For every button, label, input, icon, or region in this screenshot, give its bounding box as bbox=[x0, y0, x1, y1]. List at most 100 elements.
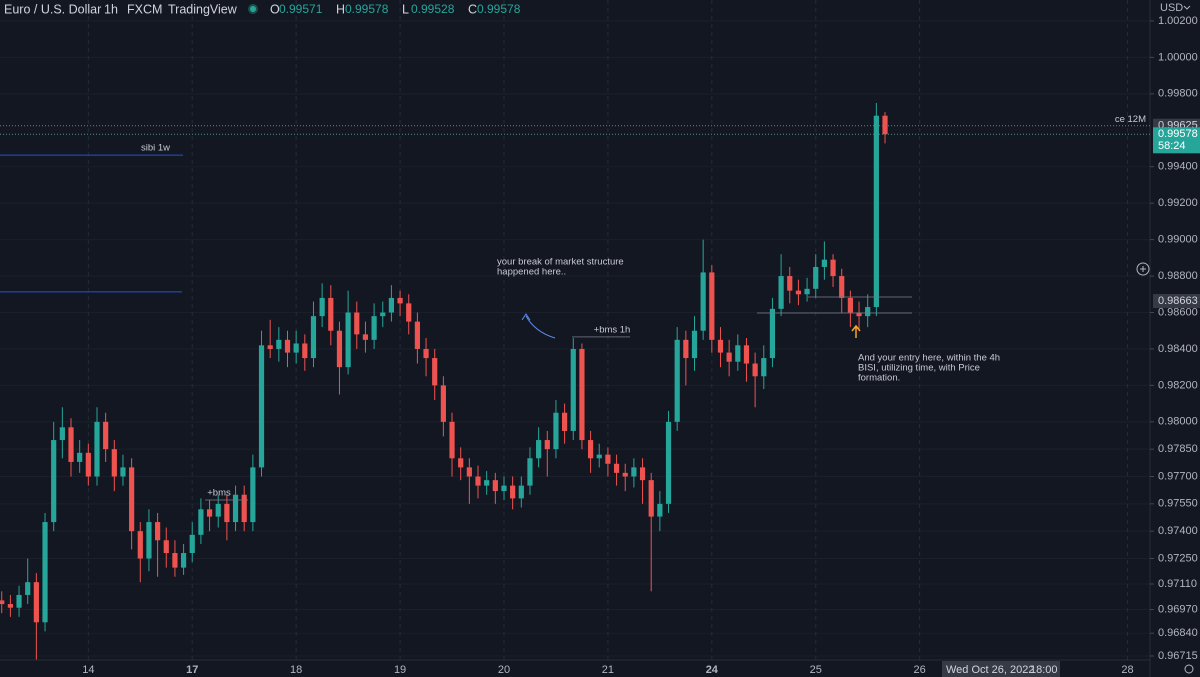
ohlc-value: 0.99578 bbox=[345, 2, 389, 16]
candle-body bbox=[527, 458, 533, 486]
candle-body bbox=[137, 531, 143, 559]
y-tick-label: 1.00000 bbox=[1158, 51, 1198, 63]
candle-body bbox=[813, 266, 819, 289]
candle-body bbox=[120, 467, 126, 477]
candle-body bbox=[180, 553, 187, 568]
candle-body bbox=[319, 297, 325, 317]
candle-body bbox=[0, 600, 5, 605]
y-tick-label: 0.96715 bbox=[1158, 650, 1198, 662]
crosshair-date-box bbox=[942, 661, 1060, 677]
candle-body bbox=[42, 522, 48, 623]
add-button[interactable] bbox=[1136, 262, 1150, 276]
candle-body bbox=[622, 472, 628, 477]
curved-arrow bbox=[525, 315, 556, 339]
countdown: 58:24 bbox=[1158, 140, 1186, 152]
candle-body bbox=[189, 534, 195, 554]
x-tick-label: 24 bbox=[706, 664, 719, 676]
candle-body bbox=[388, 297, 395, 313]
y-tick-label: 0.99200 bbox=[1158, 197, 1198, 209]
candle-body bbox=[59, 427, 65, 441]
candle-body bbox=[250, 467, 256, 523]
candle-body bbox=[839, 276, 845, 298]
platform: TradingView bbox=[168, 2, 238, 16]
candle-body bbox=[787, 276, 793, 291]
candle-body bbox=[172, 553, 178, 568]
settings-gear[interactable] bbox=[1184, 664, 1194, 674]
candle-body bbox=[683, 339, 689, 359]
candle-body bbox=[570, 348, 576, 431]
candle-body bbox=[717, 339, 724, 353]
y-tick-label: 0.97250 bbox=[1158, 552, 1198, 564]
candle-body bbox=[414, 321, 420, 349]
entry-arrow bbox=[851, 324, 861, 338]
ohlc-key: O bbox=[270, 2, 280, 16]
candle-body bbox=[232, 494, 239, 523]
ohlc-value: 0.99528 bbox=[411, 2, 455, 16]
arrow-head bbox=[521, 313, 531, 321]
candle-body bbox=[284, 339, 291, 353]
last-price-box bbox=[1153, 127, 1200, 154]
note-line: happened here.. bbox=[497, 267, 566, 278]
currency-caret bbox=[1183, 5, 1191, 10]
candle-body bbox=[33, 582, 39, 623]
candle-body bbox=[354, 312, 360, 335]
candle-body bbox=[882, 115, 888, 135]
candle-body bbox=[380, 312, 386, 317]
x-tick-label: 14 bbox=[82, 664, 94, 676]
candle-body bbox=[605, 454, 611, 464]
candle-body bbox=[657, 503, 663, 517]
candle-body bbox=[735, 345, 741, 362]
candle-body bbox=[336, 330, 343, 368]
annotation-label: sibi 1w bbox=[141, 143, 170, 154]
ohlc-value: 0.99578 bbox=[477, 2, 521, 16]
y-tick-label: 0.96970 bbox=[1158, 603, 1198, 615]
y-tick-label: 0.97110 bbox=[1158, 578, 1197, 590]
candle-body bbox=[856, 312, 862, 317]
candle-body bbox=[865, 307, 871, 317]
candle-body bbox=[16, 594, 22, 608]
candle-body bbox=[873, 115, 879, 308]
candle-body bbox=[224, 503, 230, 523]
candle-body bbox=[241, 494, 247, 523]
symbol: Euro / U.S. Dollar bbox=[4, 2, 101, 16]
candle-body bbox=[215, 503, 221, 517]
candle-body bbox=[691, 330, 698, 359]
candle-body bbox=[406, 303, 412, 322]
candle-body bbox=[163, 540, 169, 554]
candle-body bbox=[111, 449, 117, 477]
candle-body bbox=[752, 363, 758, 377]
y-tick-label: 0.97700 bbox=[1158, 470, 1198, 482]
y-tick-label: 0.97400 bbox=[1158, 525, 1198, 537]
candle-body bbox=[648, 480, 654, 517]
candle-body bbox=[596, 454, 602, 459]
header: Euro / U.S. Dollar 1h FXCM TradingView bbox=[4, 2, 258, 16]
candle-body bbox=[761, 358, 767, 377]
candle-body bbox=[804, 288, 810, 295]
candle-body bbox=[302, 343, 308, 359]
y-tick-label: 0.97850 bbox=[1158, 443, 1198, 455]
ohlc-key: L bbox=[402, 2, 409, 16]
candle-body bbox=[68, 427, 74, 462]
x-tick-label: 18 bbox=[290, 664, 302, 676]
y-tick-label: 0.97550 bbox=[1158, 498, 1198, 510]
note-line: And your entry here, within the 4h bbox=[858, 353, 1000, 364]
candle-body bbox=[544, 440, 550, 450]
candle-body bbox=[587, 440, 594, 459]
ohlc-key: C bbox=[468, 2, 477, 16]
candle-body bbox=[258, 345, 265, 468]
candle-body bbox=[674, 339, 680, 422]
currency[interactable]: USD bbox=[1160, 2, 1183, 14]
note-line: BISI, utilizing time, with Price bbox=[858, 363, 980, 374]
candle-body bbox=[536, 440, 542, 459]
annotation-label: +bms bbox=[207, 488, 231, 499]
candle-body bbox=[51, 440, 57, 523]
candle-body bbox=[77, 452, 83, 462]
candle-body bbox=[475, 476, 481, 486]
candle-body bbox=[362, 334, 369, 340]
candle-body bbox=[440, 385, 446, 422]
candle-body bbox=[665, 421, 672, 504]
x-tick-label: 26 bbox=[914, 664, 926, 676]
candle-body bbox=[146, 522, 152, 559]
candle-body bbox=[518, 485, 524, 499]
x-tick-label: 28 bbox=[1121, 664, 1133, 676]
